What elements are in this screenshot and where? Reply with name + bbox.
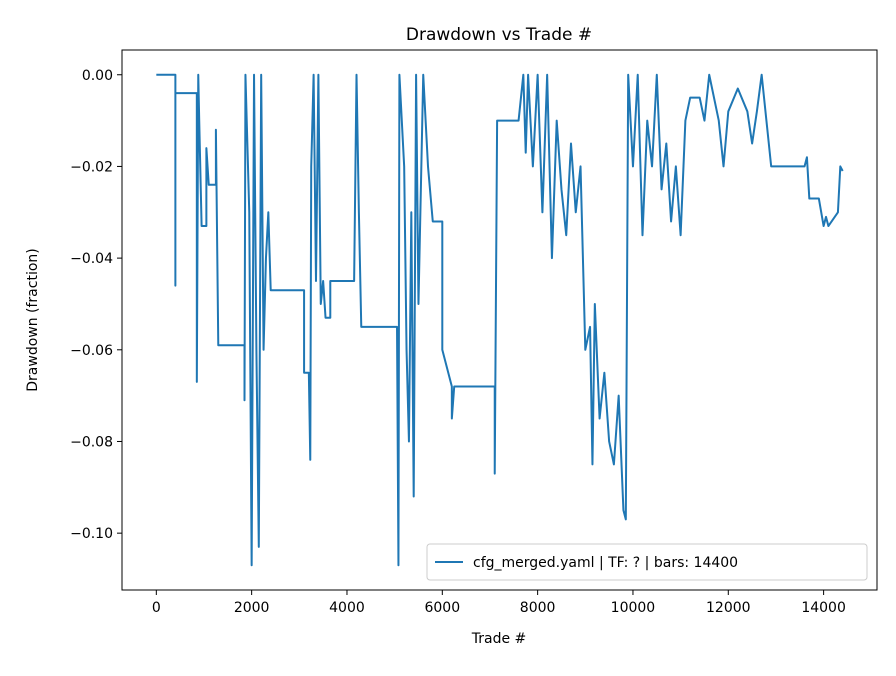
y-tick-label: −0.08 [70,434,113,450]
x-tick-label: 10000 [611,600,656,616]
x-axis-label: Trade # [471,631,527,647]
y-axis-label: Drawdown (fraction) [25,248,41,392]
data-line [156,73,844,567]
chart-title: Drawdown vs Trade # [406,25,592,45]
y-tick-label: −0.04 [70,251,113,267]
y-tick-label: −0.02 [70,159,113,175]
axes-frame [121,49,878,591]
legend-box [426,543,868,581]
x-tick-label: 4000 [329,600,365,616]
x-tick-label: 8000 [520,600,556,616]
legend-label: cfg_merged.yaml | TF: ? | bars: 14400 [473,555,738,571]
x-tick-label: 0 [152,600,161,616]
x-tick-label: 14000 [801,600,846,616]
y-tick-label: −0.10 [70,526,113,542]
x-tick-label: 12000 [706,600,751,616]
y-tick-label: 0.00 [82,68,113,84]
x-tick-label: 6000 [424,600,460,616]
y-tick-label: −0.06 [70,343,113,359]
x-tick-label: 2000 [234,600,270,616]
